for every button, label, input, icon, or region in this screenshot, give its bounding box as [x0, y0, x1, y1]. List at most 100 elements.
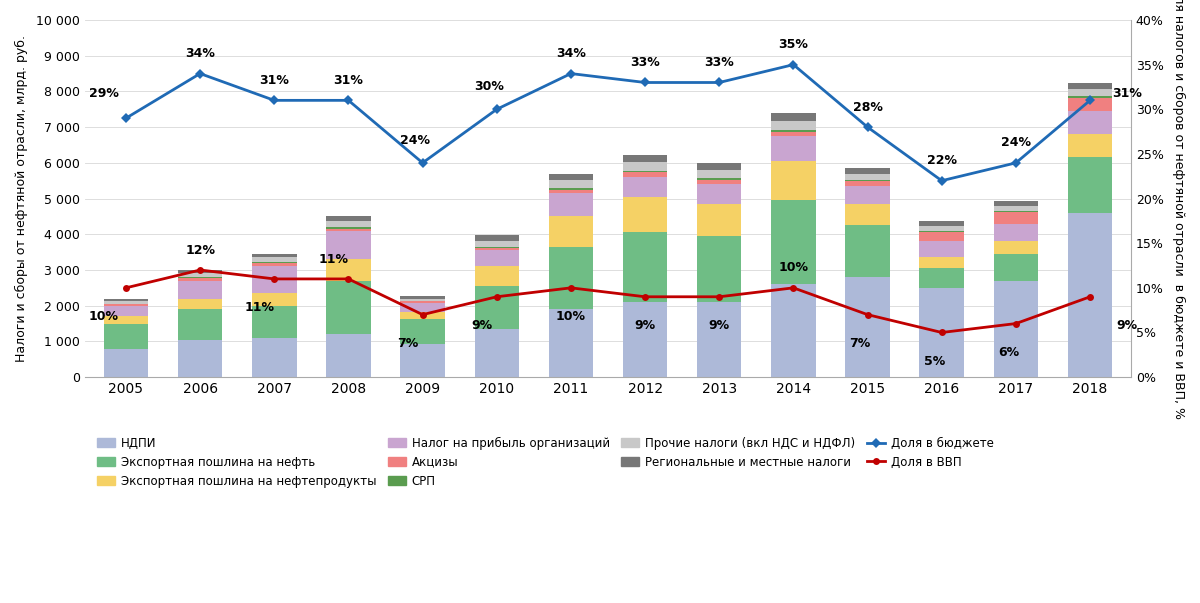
Bar [103, 349, 148, 377]
Bar [252, 263, 296, 267]
Bar [919, 221, 964, 226]
Bar [178, 270, 222, 273]
Доля в ВВП [860, 311, 875, 318]
Доля в ВВП [193, 267, 208, 274]
Доля в бюджете [341, 96, 355, 104]
Text: 11%: 11% [318, 253, 348, 265]
Bar [252, 257, 296, 262]
Bar [474, 286, 520, 329]
Bar [772, 284, 816, 377]
Bar [326, 231, 371, 259]
Bar [548, 174, 593, 180]
Доля в бюджете [1082, 96, 1097, 104]
Text: 30%: 30% [474, 80, 504, 93]
Bar [326, 259, 371, 281]
Bar [1068, 157, 1112, 213]
Bar [623, 197, 667, 233]
Bar [548, 189, 593, 193]
Bar [623, 177, 667, 197]
Bar [401, 303, 445, 312]
Bar [697, 170, 742, 178]
Bar [1068, 83, 1112, 89]
Text: 6%: 6% [998, 346, 1019, 359]
Bar [326, 229, 371, 231]
Bar [474, 250, 520, 267]
Bar [401, 296, 445, 298]
Text: 10%: 10% [89, 310, 119, 323]
Text: 9%: 9% [472, 319, 492, 332]
Доля в ВВП [935, 329, 949, 336]
Доля в бюджете [1009, 159, 1024, 166]
Bar [623, 172, 667, 177]
Bar [548, 216, 593, 247]
Доля в бюджете [564, 70, 578, 77]
Bar [994, 212, 1038, 224]
Bar [401, 302, 445, 303]
Text: 10%: 10% [779, 262, 809, 274]
Доля в ВВП [415, 311, 430, 318]
Bar [326, 221, 371, 227]
Bar [401, 298, 445, 301]
Bar [994, 201, 1038, 206]
Bar [772, 130, 816, 132]
Text: 31%: 31% [334, 74, 364, 87]
Bar [919, 226, 964, 231]
Bar [1068, 89, 1112, 96]
Text: 10%: 10% [556, 310, 586, 323]
Bar [845, 204, 890, 226]
Text: 31%: 31% [259, 74, 289, 87]
Bar [548, 247, 593, 309]
Bar [178, 298, 222, 309]
Bar [474, 247, 520, 248]
Bar [178, 273, 222, 277]
Line: Доля в ВВП: Доля в ВВП [122, 267, 1093, 336]
Bar [845, 180, 890, 182]
Bar [474, 241, 520, 247]
Доля в ВВП [564, 284, 578, 291]
Text: 33%: 33% [630, 56, 660, 69]
Bar [252, 262, 296, 263]
Доля в ВВП [786, 284, 800, 291]
Bar [845, 277, 890, 377]
Bar [623, 162, 667, 171]
Bar [697, 302, 742, 377]
Bar [772, 200, 816, 284]
Bar [1068, 96, 1112, 98]
Text: 9%: 9% [709, 319, 730, 332]
Text: 24%: 24% [400, 134, 430, 147]
Bar [178, 339, 222, 377]
Bar [474, 329, 520, 377]
Bar [623, 155, 667, 162]
Bar [919, 257, 964, 268]
Bar [994, 254, 1038, 281]
Доля в ВВП [712, 293, 726, 300]
Bar [623, 233, 667, 302]
Bar [178, 278, 222, 281]
Bar [697, 185, 742, 204]
Bar [623, 171, 667, 172]
Bar [772, 136, 816, 161]
Text: 11%: 11% [245, 302, 275, 314]
Доля в ВВП [1009, 320, 1024, 327]
Text: 7%: 7% [850, 337, 871, 350]
Доля в бюджете [193, 70, 208, 77]
Bar [474, 267, 520, 286]
Text: 9%: 9% [1116, 319, 1138, 332]
Доля в ВВП [638, 293, 653, 300]
Bar [1068, 213, 1112, 377]
Bar [919, 241, 964, 257]
Bar [326, 281, 371, 334]
Доля в ВВП [490, 293, 504, 300]
Bar [252, 306, 296, 338]
Bar [103, 324, 148, 349]
Y-axis label: Доля налогов и сборов от нефтяной отрасли  в бюджете и ВВП, %: Доля налогов и сборов от нефтяной отрасл… [1172, 0, 1186, 419]
Доля в бюджете [490, 106, 504, 113]
Bar [845, 174, 890, 180]
Bar [772, 132, 816, 136]
Bar [178, 281, 222, 298]
Bar [178, 309, 222, 339]
Доля в ВВП [1082, 293, 1097, 300]
Text: 22%: 22% [926, 154, 956, 167]
Bar [697, 236, 742, 302]
Bar [103, 298, 148, 301]
